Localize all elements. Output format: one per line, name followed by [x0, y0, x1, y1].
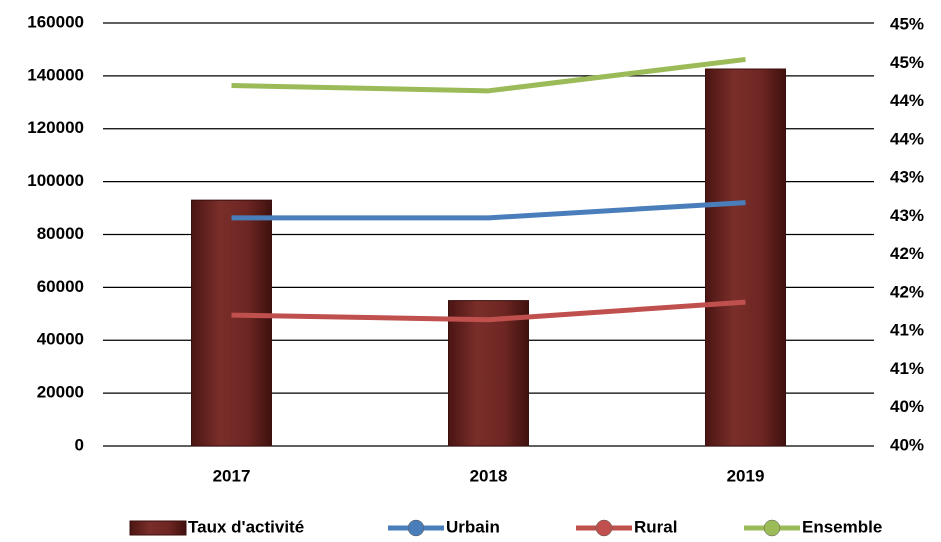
y2-tick-label: 42%: [890, 244, 924, 263]
line-series: [231, 299, 746, 323]
legend-label: Ensemble: [802, 517, 882, 536]
legend-swatch: [129, 520, 187, 536]
x-tick-label: 2018: [470, 466, 508, 485]
x-tick-label: 2017: [213, 466, 251, 485]
y-tick-label: 140000: [27, 65, 84, 84]
line-series: [231, 56, 746, 94]
y-tick-label: 60000: [37, 277, 84, 296]
y-tick-label: 120000: [27, 118, 84, 137]
bar: [191, 199, 272, 447]
legend-label: Taux d'activité: [188, 517, 304, 536]
y2-tick-label: 43%: [890, 206, 924, 225]
bar: [448, 300, 529, 447]
y-tick-label: 20000: [37, 383, 84, 402]
y2-tick-label: 40%: [890, 435, 924, 454]
y2-tick-label: 41%: [890, 321, 924, 340]
y-tick-label: 0: [75, 435, 84, 454]
y2-tick-label: 41%: [890, 359, 924, 378]
x-tick-label: 2019: [727, 466, 765, 485]
y-tick-label: 160000: [27, 12, 84, 31]
y-tick-label: 80000: [37, 224, 84, 243]
legend-label: Rural: [634, 517, 677, 536]
y2-tick-label: 45%: [890, 14, 924, 33]
legend-marker: [763, 519, 781, 537]
legend-marker: [407, 519, 425, 537]
y2-tick-label: 44%: [890, 129, 924, 148]
legend-label: Urbain: [446, 517, 500, 536]
y2-tick-label: 43%: [890, 168, 924, 187]
legend-marker: [595, 519, 613, 537]
y2-tick-label: 40%: [890, 397, 924, 416]
bar: [705, 68, 786, 447]
y2-tick-label: 44%: [890, 91, 924, 110]
line-series: [231, 200, 746, 221]
y-tick-label: 40000: [37, 330, 84, 349]
y2-tick-label: 45%: [890, 53, 924, 72]
y-tick-label: 100000: [27, 171, 84, 190]
y2-tick-label: 42%: [890, 282, 924, 301]
